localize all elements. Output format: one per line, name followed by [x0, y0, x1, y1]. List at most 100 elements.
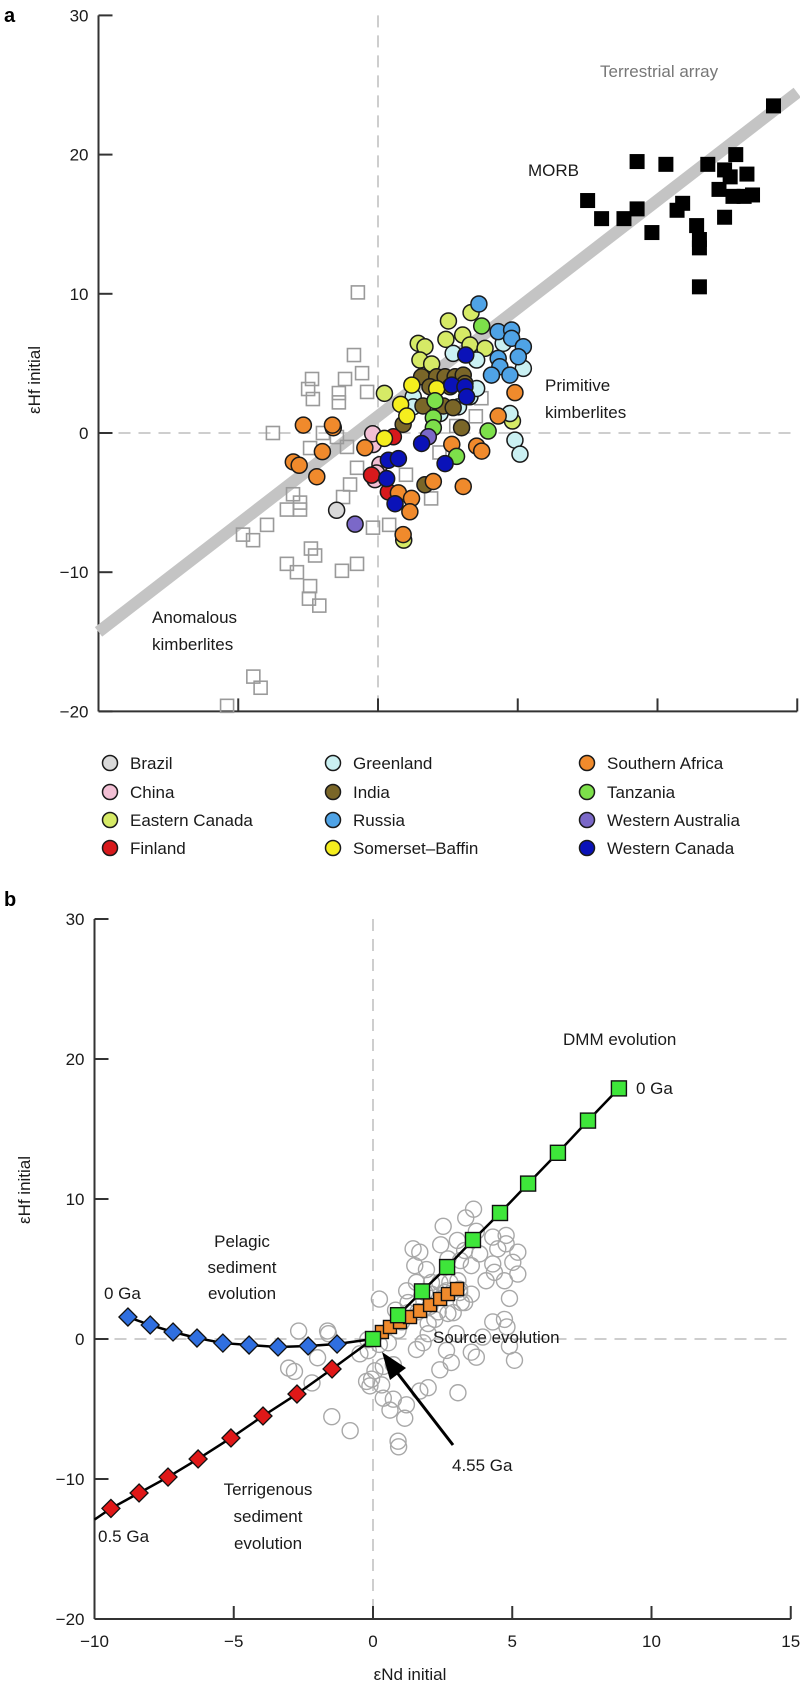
kimberlite-point-russia	[502, 329, 521, 348]
terrigenous-age-label: 0.5 Ga	[98, 1527, 150, 1546]
morb-point	[691, 240, 707, 256]
evolution-marker-diamond	[187, 1328, 207, 1348]
morb-point	[717, 162, 733, 178]
kimberlite-point-southern-africa	[394, 525, 412, 544]
y-tick-label: 30	[70, 6, 89, 25]
background-sample-point	[357, 1372, 376, 1391]
background-sample-point	[323, 1407, 341, 1426]
panel-b-xlabel: εNd initial	[374, 1665, 447, 1684]
morb-point	[594, 211, 610, 227]
legend-label: Somerset–Baffin	[353, 839, 478, 858]
panel-b-ylabel: εHf initial	[15, 1156, 34, 1224]
legend-swatch-icon	[578, 783, 596, 801]
kimberlite-point-brazil	[327, 501, 346, 520]
background-sample-point	[397, 1396, 416, 1414]
evolution-marker-square	[610, 1080, 628, 1097]
anomalous-kimberlite-point	[331, 385, 347, 401]
y-tick-label: 10	[70, 285, 89, 304]
legend-label: Brazil	[130, 754, 173, 773]
kimberlite-point-southern-africa	[294, 416, 313, 434]
legend: Brazil China Eastern Canada Finland Greenlan…	[101, 754, 740, 858]
anomalous-kimberlite-point	[307, 548, 323, 563]
background-sample-point	[462, 1256, 481, 1275]
background-sample-point	[407, 1340, 426, 1359]
background-sample-point	[434, 1217, 452, 1236]
anomalous-kimberlite-point	[354, 365, 370, 381]
anomalous-kimberlite-point	[350, 285, 366, 300]
background-sample-point	[341, 1421, 359, 1440]
anomalous-kimberlite-point	[381, 517, 397, 533]
anomalous-kimberlite-point	[253, 680, 268, 696]
morb-point	[616, 211, 632, 227]
background-sample-point	[449, 1384, 467, 1402]
background-sample-point	[396, 1409, 414, 1427]
anomalous-kimberlite-point	[349, 460, 365, 476]
legend-swatch-icon	[101, 811, 119, 829]
background-sample-point	[406, 1256, 424, 1275]
evolution-marker-diamond	[327, 1334, 347, 1354]
kimberlite-point-western-canada	[457, 388, 476, 406]
kimberlite-point-tanzania	[479, 422, 497, 440]
evolution-marker-diamond	[140, 1315, 161, 1335]
anomalous-kimberlite-point	[289, 564, 305, 580]
morb-point	[691, 279, 707, 295]
legend-label: Finland	[130, 839, 186, 858]
dmm-age-label: 0 Ga	[636, 1079, 673, 1098]
kimberlite-point-western-canada	[377, 469, 396, 488]
evolution-marker-diamond	[101, 1498, 121, 1519]
x-tick-label: 15	[781, 1632, 800, 1651]
morb-point	[675, 195, 691, 211]
pelagic-label-3: evolution	[208, 1284, 276, 1303]
background-sample-point	[477, 1272, 495, 1290]
background-sample-point	[389, 1432, 407, 1450]
kimberlite-point-somerset-baffin	[375, 429, 394, 448]
terrigenous-label-1: Terrigenous	[224, 1480, 313, 1499]
kimberlite-point-western-canada	[389, 449, 408, 468]
morb-point	[658, 156, 674, 172]
legend-item: Greenland	[324, 754, 432, 773]
anomalous-kimberlite-point	[305, 391, 321, 407]
evolution-marker-diamond	[118, 1307, 138, 1327]
panel-letter-b: b	[4, 889, 16, 911]
background-sample-point	[464, 1200, 483, 1218]
anomalous-kimberlite-point	[359, 384, 375, 400]
legend-item: Tanzania	[578, 783, 676, 802]
source-evolution-label: Source evolution	[433, 1328, 560, 1347]
evolution-marker-square	[549, 1144, 567, 1162]
legend-item: Western Canada	[578, 839, 735, 858]
background-sample-point	[417, 1260, 436, 1279]
anomalous-kimberlite-point	[334, 563, 350, 579]
anomalous-label-1: Anomalous	[152, 608, 237, 627]
legend-swatch-icon	[578, 754, 596, 772]
pelagic-age-label: 0 Ga	[104, 1284, 141, 1303]
kimberlite-point-western-australia	[346, 515, 364, 533]
x-tick-label: 5	[508, 1632, 517, 1651]
morb-point	[739, 166, 755, 182]
y-tick-label: 0	[79, 424, 88, 443]
anomalous-kimberlite-point	[342, 477, 358, 492]
kimberlite-point-southern-africa	[290, 456, 308, 475]
legend-label: Tanzania	[607, 783, 676, 802]
morb-point	[728, 147, 744, 163]
background-sample-point	[318, 1322, 337, 1340]
kimberlite-point-russia	[501, 366, 519, 384]
kimberlite-point-eastern-canada	[439, 312, 458, 330]
legend-label: Western Canada	[607, 839, 735, 858]
background-sample-point	[389, 1438, 408, 1456]
legend-item: Somerset–Baffin	[324, 839, 478, 858]
y-tick-label: 0	[75, 1330, 84, 1349]
anomalous-kimberlite-point	[265, 425, 281, 441]
background-sample-point	[470, 1245, 489, 1263]
anomalous-kimberlite-point	[423, 491, 439, 506]
legend-swatch-icon	[324, 754, 342, 772]
background-sample-point	[381, 1401, 399, 1419]
anomalous-label-2: kimberlites	[152, 635, 233, 654]
kimberlite-point-western-canada	[436, 454, 454, 473]
legend-label: China	[130, 783, 175, 802]
evolution-marker-square	[364, 1330, 382, 1348]
legend-swatch-icon	[578, 839, 596, 857]
kimberlite-point-tanzania	[472, 317, 491, 335]
morb-point	[700, 156, 716, 172]
background-sample-point	[419, 1314, 437, 1333]
morb-label: MORB	[528, 161, 579, 180]
